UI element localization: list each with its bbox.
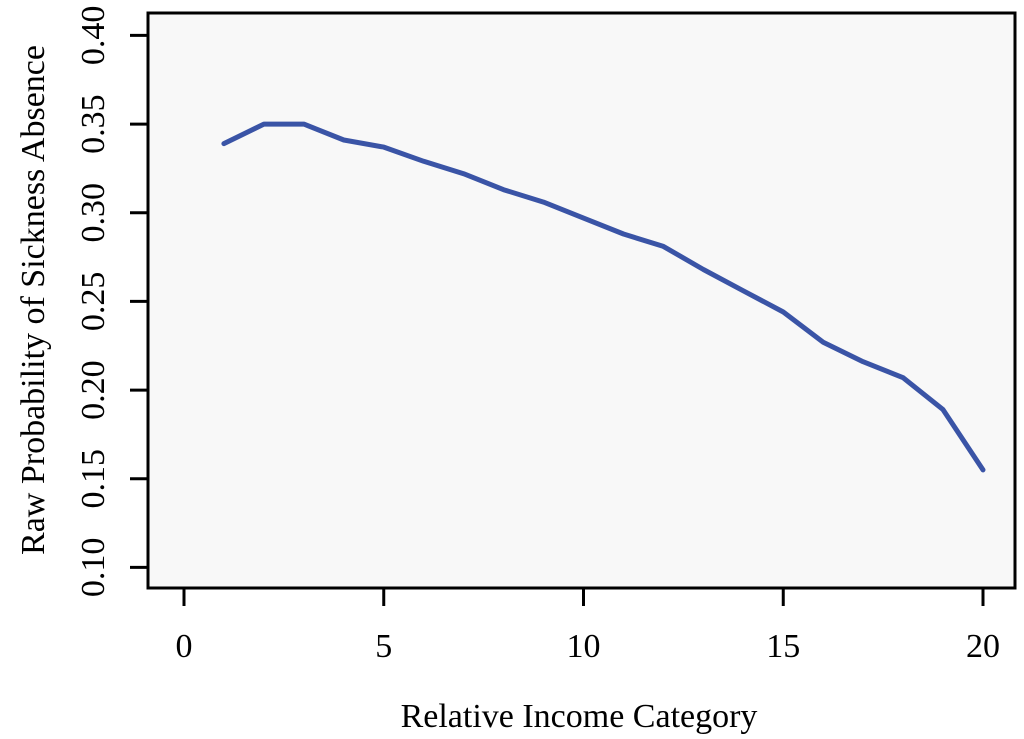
y-tick-label: 0.35 — [75, 94, 112, 154]
x-axis-tick-labels: 0 5 10 15 20 — [176, 628, 1001, 665]
y-tick-label: 0.15 — [75, 449, 112, 509]
x-tick-label: 20 — [966, 628, 1000, 665]
y-tick-label: 0.20 — [75, 360, 112, 420]
y-tick-label: 0.30 — [75, 183, 112, 243]
x-axis-title: Relative Income Category — [401, 698, 758, 735]
x-tick-label: 5 — [375, 628, 392, 665]
y-tick-label: 0.25 — [75, 272, 112, 332]
x-tick-label: 10 — [567, 628, 601, 665]
data-line — [221, 121, 986, 473]
y-tick-label: 0.10 — [75, 538, 112, 598]
plot-frame — [146, 11, 1017, 590]
y-tick-label: 0.40 — [75, 6, 112, 66]
x-tick-label: 0 — [176, 628, 193, 665]
y-axis-ticks — [130, 33, 148, 569]
x-axis-ticks — [182, 588, 985, 606]
x-tick-label: 15 — [766, 628, 800, 665]
y-axis-tick-labels: 0.40 0.35 0.30 0.25 0.20 0.15 0.10 — [75, 6, 112, 598]
y-axis-title: Raw Probability of Sickness Absence — [15, 45, 52, 555]
